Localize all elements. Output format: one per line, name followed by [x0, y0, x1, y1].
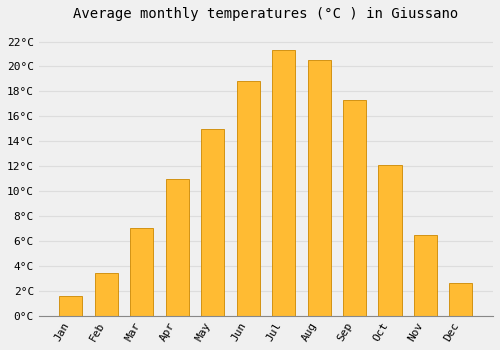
Title: Average monthly temperatures (°C ) in Giussano: Average monthly temperatures (°C ) in Gi… [74, 7, 458, 21]
Bar [343, 100, 366, 316]
Bar [166, 178, 189, 316]
Bar [201, 129, 224, 316]
Bar [308, 60, 330, 316]
Bar [378, 165, 402, 316]
Bar [272, 50, 295, 316]
Bar [130, 229, 154, 316]
Bar [414, 234, 437, 316]
Bar [95, 273, 118, 316]
Bar [236, 82, 260, 316]
Bar [450, 283, 472, 316]
Bar [60, 296, 82, 316]
